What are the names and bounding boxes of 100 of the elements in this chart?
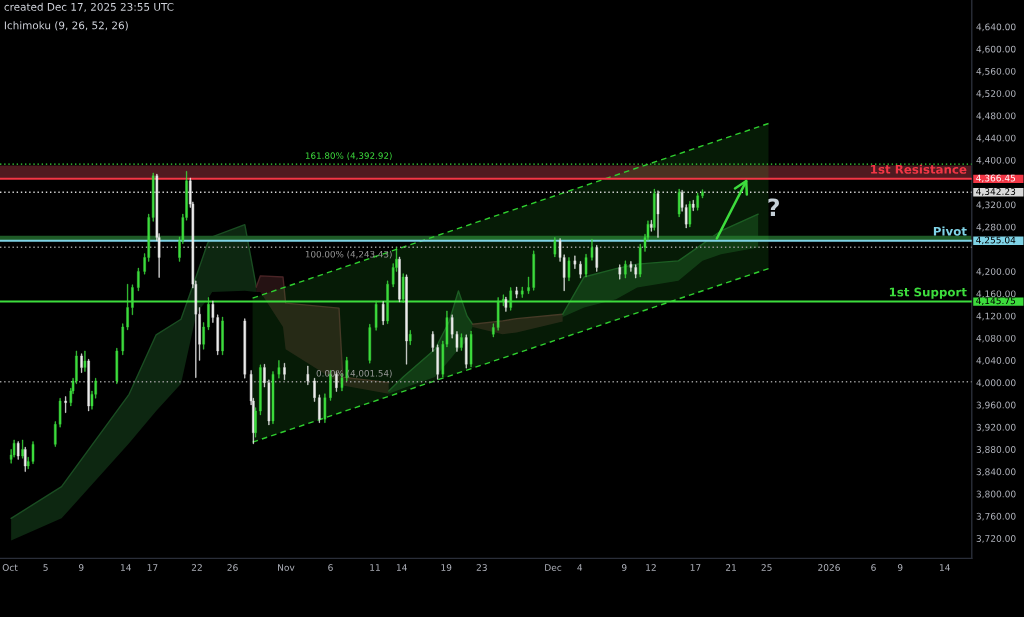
y-tick-label: 3,760.00: [976, 512, 1016, 521]
y-tick-label: 3,840.00: [976, 468, 1016, 477]
y-tick-label: 4,280.00: [976, 223, 1016, 232]
candlestick: [151, 172, 155, 222]
candlestick: [306, 365, 310, 386]
candlestick: [650, 219, 653, 232]
y-tick-label: 4,600.00: [976, 45, 1016, 54]
candlestick: [16, 441, 20, 460]
candlestick: [691, 199, 695, 212]
y-tick-label: 4,560.00: [976, 67, 1016, 76]
candlestick: [573, 255, 577, 269]
annotation: Pivot: [933, 226, 967, 236]
candlestick: [701, 189, 704, 199]
candlestick: [271, 371, 275, 425]
candlestick: [431, 331, 435, 352]
candlestick: [584, 253, 588, 278]
candlestick: [31, 441, 35, 465]
candlestick: [313, 377, 316, 402]
y-tick-label: 4,160.00: [976, 290, 1016, 299]
x-tick-label: Nov: [278, 564, 295, 571]
candlestick: [21, 439, 24, 459]
candlestick: [64, 396, 67, 413]
x-tick-label: 9: [897, 564, 903, 571]
x-tick-label: 26: [227, 564, 238, 571]
x-tick-label: 22: [191, 564, 202, 571]
candlestick: [254, 407, 257, 438]
candlestick: [579, 261, 582, 279]
candlestick: [436, 344, 439, 380]
candlestick: [408, 330, 412, 346]
candlestick: [688, 201, 692, 228]
candlestick: [121, 323, 125, 356]
candlestick: [653, 188, 656, 231]
x-tick-label: 14: [396, 564, 407, 571]
y-tick-label: 3,720.00: [976, 535, 1016, 543]
ref-line-label: 4,255.04: [976, 236, 1016, 245]
candlestick: [624, 260, 627, 279]
ref-line-label: 4,342.23: [976, 188, 1016, 196]
candlestick: [590, 238, 594, 261]
x-tick-label: 17: [147, 564, 158, 571]
y-tick-label: 3,960.00: [976, 401, 1016, 410]
candlestick: [696, 192, 699, 211]
y-tick-label: 3,920.00: [976, 423, 1016, 432]
y-tick-label: 4,440.00: [976, 134, 1016, 143]
candlestick: [202, 322, 205, 350]
y-tick-label: 4,000.00: [976, 379, 1016, 388]
x-tick-label: 17: [690, 564, 701, 571]
x-tick-label: 12: [646, 564, 656, 571]
candlestick: [398, 256, 401, 303]
candlestick: [83, 350, 87, 372]
candlestick: [87, 359, 90, 412]
ref-line-label: 4,145.75: [976, 297, 1016, 306]
y-tick-label: 3,880.00: [976, 446, 1016, 454]
candlestick: [381, 301, 385, 326]
chart-title: created Dec 17, 2025 23:55 UTC: [4, 2, 174, 12]
x-tick-label: 21: [725, 564, 736, 571]
candlestick: [677, 188, 681, 218]
x-tick-label: 25: [761, 564, 772, 571]
candlestick: [405, 274, 408, 365]
x-tick-label: Oct: [2, 564, 18, 571]
x-tick-label: 2026: [818, 564, 840, 571]
x-tick-label: 4: [577, 564, 583, 571]
candlestick: [532, 250, 535, 291]
y-tick-label: 4,400.00: [976, 156, 1016, 165]
x-tick-label: 19: [441, 564, 452, 571]
x-tick-label: 14: [120, 564, 131, 571]
line-series: [471, 313, 564, 325]
candlestick: [595, 245, 599, 272]
candlestick: [656, 190, 660, 238]
annotation: 161.80% (4,392.92): [305, 152, 392, 160]
annotation: ?: [768, 198, 779, 216]
candlestick: [277, 360, 281, 379]
candlestick: [23, 446, 27, 472]
candlestick: [464, 334, 468, 369]
x-tick-label: 14: [939, 564, 950, 571]
annotation: 1st Support: [889, 287, 967, 299]
x-tick-label: 6: [328, 564, 333, 571]
candlestick: [115, 347, 119, 384]
candlestick: [460, 333, 463, 351]
candlestick: [137, 267, 140, 292]
candlestick: [323, 393, 327, 423]
y-tick-label: 4,320.00: [976, 201, 1016, 210]
candlestick: [520, 286, 524, 298]
candlestick: [553, 237, 557, 258]
candlestick: [527, 276, 530, 294]
candlestick: [515, 286, 518, 299]
candlestick: [80, 353, 83, 373]
text: Ichimoku (9, 26, 52, 26): [4, 21, 128, 31]
x-tick-label: 9: [621, 564, 627, 571]
y-tick-label: 4,640.00: [976, 23, 1016, 32]
x-tick-label: 11: [370, 564, 380, 571]
y-tick-label: 4,520.00: [976, 90, 1016, 98]
candlestick: [368, 323, 372, 364]
candlestick: [618, 264, 622, 280]
y-tick-label: 4,480.00: [976, 112, 1016, 121]
y-tick-label: 4,120.00: [976, 312, 1016, 321]
x-tick-label: 6: [871, 564, 876, 571]
candlestick: [318, 394, 321, 423]
x-tick-label: 9: [78, 564, 84, 571]
candlestick: [259, 364, 262, 416]
candlestick: [469, 330, 473, 368]
